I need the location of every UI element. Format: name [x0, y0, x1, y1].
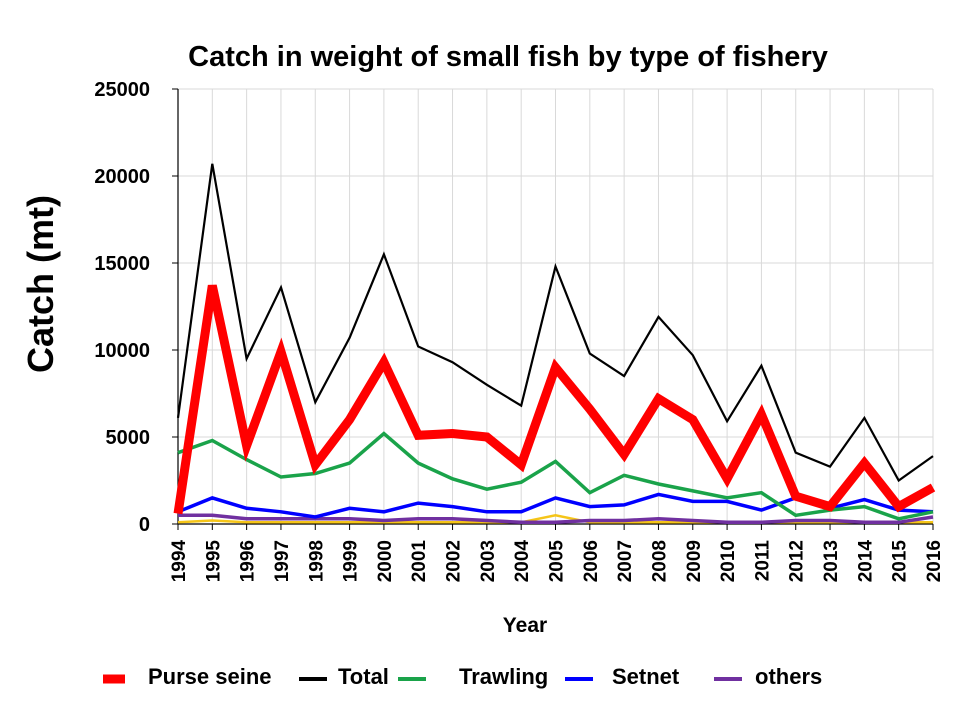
y-axis-ticks: 0 5000 10000 15000 20000 25000: [94, 79, 178, 536]
y-tick-label: 10000: [94, 340, 150, 362]
legend-label: Setnet: [612, 664, 680, 689]
x-tick-label: 2000: [375, 540, 396, 582]
series-line-purse-seine: [173, 284, 936, 515]
chart-title: Catch in weight of small fish by type of…: [188, 41, 828, 73]
x-tick-label: 2004: [512, 540, 533, 583]
y-tick-label: 0: [139, 514, 150, 536]
y-tick-label: 25000: [94, 79, 150, 101]
legend-item: others: [714, 664, 822, 689]
x-tick-label: 1997: [272, 540, 293, 582]
series-line-trawling: [177, 431, 934, 521]
x-axis-label: Year: [503, 614, 547, 637]
x-tick-label: 2013: [821, 540, 842, 582]
x-tick-label: 2006: [581, 540, 602, 582]
x-tick-label: 1995: [203, 540, 224, 583]
series-line-total: [176, 163, 934, 483]
x-tick-label: 2009: [684, 540, 705, 582]
x-tick-label: 2011: [752, 540, 773, 582]
x-tick-label: 2007: [615, 540, 636, 582]
x-tick-label: 2010: [718, 540, 739, 582]
x-tick-label: 1994: [169, 540, 190, 583]
y-tick-label: 5000: [106, 427, 151, 449]
x-tick-label: 2012: [787, 540, 808, 582]
x-tick-label: 2005: [547, 540, 568, 583]
legend: Purse seine Total Trawling Setnet others: [103, 664, 822, 689]
series-line-others: [178, 513, 934, 525]
x-tick-label: 1998: [306, 540, 327, 582]
legend-label: others: [755, 664, 822, 689]
x-tick-label: 2014: [855, 540, 876, 583]
legend-label: Purse seine: [148, 664, 272, 689]
x-tick-label: 2016: [924, 540, 945, 582]
x-tick-label: 2015: [890, 540, 911, 583]
x-tick-label: 2002: [444, 540, 465, 582]
x-tick-label: 1999: [341, 540, 362, 582]
legend-item: Setnet: [565, 664, 680, 689]
legend-item: Trawling: [398, 664, 548, 689]
y-tick-label: 20000: [94, 166, 150, 188]
legend-label: Total: [338, 664, 389, 689]
gridlines: [177, 88, 934, 525]
y-tick-label: 15000: [94, 253, 150, 275]
x-tick-label: 2001: [409, 540, 430, 583]
y-axis-label: Catch (mt): [20, 195, 61, 373]
series-line-unlabeled: [177, 514, 933, 524]
x-tick-label: 2003: [478, 540, 499, 582]
x-axis-ticks: 1994 1995 1996 1997 1998 1999 2000 2001 2002 2003…: [169, 524, 945, 582]
series-lines: [173, 163, 936, 525]
legend-item: Total: [299, 664, 389, 689]
legend-item: Purse seine: [103, 664, 272, 689]
x-tick-label: 2008: [649, 540, 670, 582]
legend-label: Trawling: [459, 664, 548, 689]
x-tick-label: 1996: [238, 540, 259, 582]
